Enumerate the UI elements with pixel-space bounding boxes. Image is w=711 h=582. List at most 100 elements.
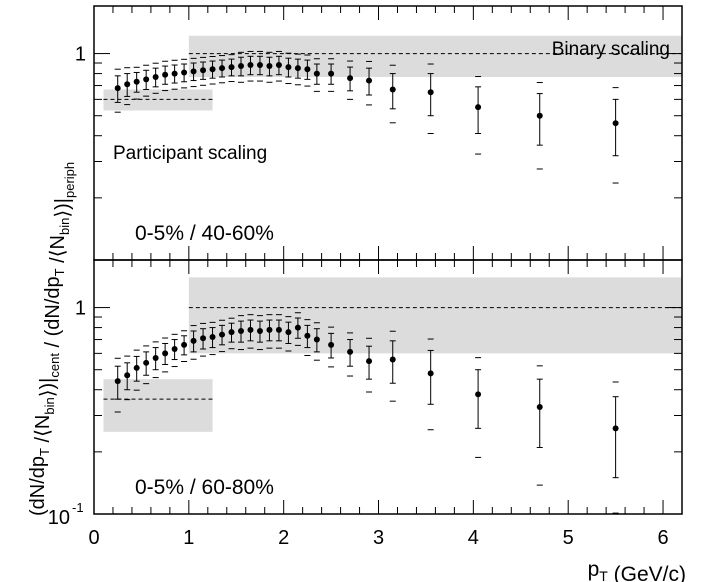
- data-point: [389, 64, 396, 124]
- data-marker: [328, 341, 335, 348]
- data-point: [228, 54, 235, 83]
- x-tick-label: 2: [278, 527, 289, 549]
- data-point: [200, 56, 207, 86]
- data-marker: [475, 104, 482, 111]
- data-marker: [285, 329, 292, 336]
- data-marker: [304, 332, 311, 339]
- data-marker: [389, 356, 396, 363]
- binary-scaling-label: Binary scaling: [552, 39, 670, 60]
- x-tick-label: 6: [657, 527, 668, 549]
- data-marker: [238, 63, 244, 70]
- data-marker: [133, 78, 140, 85]
- y-tick-label: 1: [75, 44, 86, 66]
- data-marker: [536, 112, 543, 119]
- data-marker: [612, 425, 619, 432]
- data-marker: [256, 328, 263, 335]
- data-point: [475, 76, 482, 155]
- data-point: [124, 355, 131, 401]
- data-marker: [200, 67, 207, 74]
- panel-bottom: 1 0-5% / 60-80%: [75, 259, 683, 515]
- data-marker: [114, 378, 121, 385]
- data-marker: [219, 65, 226, 72]
- data-marker: [124, 372, 131, 379]
- data-point: [389, 330, 396, 402]
- data-point: [294, 53, 301, 86]
- panel-frame: [93, 259, 683, 515]
- data-marker: [181, 69, 188, 76]
- data-point: [612, 87, 619, 184]
- data-point: [285, 316, 292, 352]
- data-point: [304, 54, 311, 87]
- data-marker: [328, 70, 335, 77]
- data-point: [475, 357, 482, 458]
- data-point: [200, 322, 207, 357]
- data-marker: [366, 77, 373, 84]
- data-marker: [200, 335, 207, 342]
- data-point: [536, 365, 543, 486]
- data-marker: [247, 62, 254, 69]
- data-marker: [389, 86, 396, 93]
- data-marker: [209, 66, 216, 73]
- data-marker: [152, 354, 159, 361]
- data-point: [313, 58, 320, 92]
- data-point: [152, 62, 159, 94]
- data-point: [152, 341, 159, 379]
- data-point: [328, 326, 335, 368]
- data-marker: [294, 324, 301, 331]
- data-marker: [171, 70, 178, 77]
- binary-scaling-band: [188, 35, 682, 78]
- y-tick-label-decade: 10: [48, 507, 70, 529]
- data-point: [294, 312, 301, 346]
- data-marker: [427, 370, 434, 377]
- data-point: [247, 314, 254, 349]
- panel-label: 0-5% / 40-60%: [135, 222, 274, 245]
- data-marker: [228, 64, 235, 71]
- x-tick-label: 1: [183, 527, 194, 549]
- data-point: [612, 381, 619, 514]
- y-axis-label: (dN/dpT /⟨Nbin⟩)|cent / (dN/dpT /⟨Nbin⟩)…: [27, 162, 77, 516]
- data-point: [171, 333, 178, 368]
- data-point: [313, 322, 320, 361]
- data-point: [162, 60, 169, 92]
- data-point: [114, 68, 121, 113]
- data-marker: [143, 76, 150, 83]
- participant-scaling-label: Participant scaling: [113, 143, 267, 164]
- data-point: [114, 357, 121, 413]
- data-marker: [536, 403, 543, 410]
- data-marker: [256, 62, 263, 69]
- data-point: [366, 60, 373, 106]
- data-point: [275, 314, 282, 349]
- data-marker: [247, 326, 254, 333]
- data-marker: [294, 65, 301, 72]
- data-point: [347, 332, 354, 377]
- data-marker: [190, 68, 197, 75]
- x-axis-label: pT (GeV/c): [588, 558, 686, 582]
- data-point: [256, 50, 263, 82]
- data-marker: [366, 358, 373, 365]
- data-marker: [171, 345, 178, 352]
- data-point: [162, 337, 169, 373]
- data-point: [228, 317, 235, 350]
- data-point: [266, 314, 273, 349]
- y-tick-label-exponent: -1: [72, 500, 84, 515]
- data-point: [209, 55, 216, 85]
- data-point: [238, 51, 244, 83]
- data-marker: [228, 329, 235, 336]
- data-point: [209, 321, 216, 356]
- data-marker: [162, 350, 169, 357]
- data-point: [171, 59, 178, 90]
- data-point: [133, 349, 140, 391]
- data-point: [285, 52, 292, 85]
- data-point: [181, 330, 188, 362]
- data-point: [190, 57, 197, 88]
- data-marker: [275, 62, 282, 69]
- data-point: [266, 51, 273, 83]
- data-point: [133, 66, 140, 100]
- data-marker: [133, 364, 140, 371]
- x-tick-label: 3: [373, 527, 384, 549]
- data-point: [143, 64, 150, 97]
- data-marker: [304, 66, 311, 73]
- data-marker: [475, 391, 482, 398]
- data-point: [219, 319, 226, 353]
- data-marker: [266, 63, 273, 70]
